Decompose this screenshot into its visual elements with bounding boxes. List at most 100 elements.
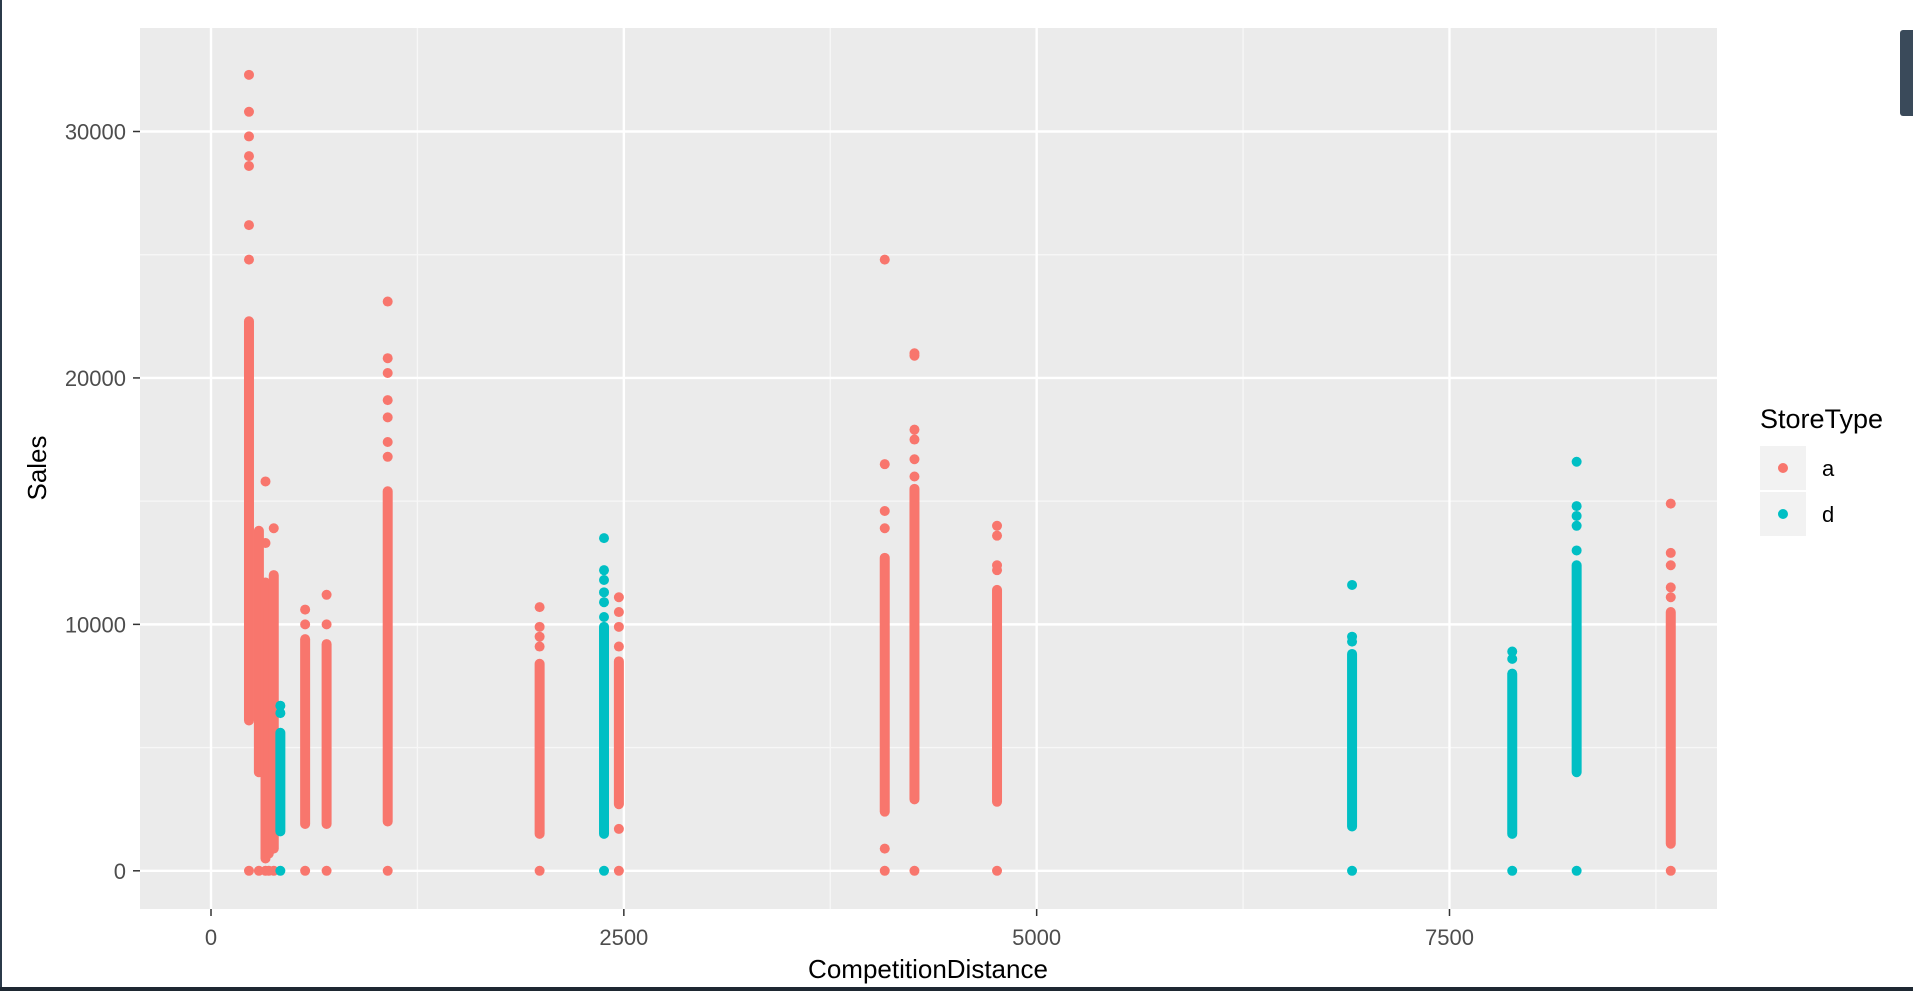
legend-title: StoreType bbox=[1760, 404, 1883, 434]
series-d bbox=[275, 456, 1582, 876]
data-point bbox=[1665, 498, 1676, 509]
data-point bbox=[1507, 646, 1518, 657]
data-point bbox=[243, 151, 254, 162]
data-point bbox=[879, 843, 890, 854]
x-tick-label: 5000 bbox=[1012, 925, 1061, 950]
data-point bbox=[1571, 510, 1582, 521]
data-point bbox=[613, 607, 624, 618]
grid-minor bbox=[140, 28, 1717, 909]
data-point bbox=[243, 69, 254, 80]
data-point bbox=[1571, 501, 1582, 512]
data-point bbox=[992, 560, 1003, 571]
data-point bbox=[321, 589, 332, 600]
data-point bbox=[534, 621, 545, 632]
data-point bbox=[879, 523, 890, 534]
data-point bbox=[1665, 560, 1676, 571]
y-tick-label: 10000 bbox=[65, 612, 126, 637]
data-point bbox=[1665, 865, 1676, 876]
data-point bbox=[300, 619, 311, 630]
x-tick-label: 0 bbox=[205, 925, 217, 950]
y-axis-title: Sales bbox=[22, 435, 52, 500]
data-point bbox=[599, 533, 610, 544]
data-point bbox=[1347, 579, 1358, 590]
data-points bbox=[243, 69, 1676, 876]
data-point bbox=[243, 254, 254, 265]
data-point bbox=[382, 451, 393, 462]
data-point bbox=[382, 437, 393, 448]
y-tick-label: 20000 bbox=[65, 366, 126, 391]
plot-panel bbox=[140, 28, 1717, 909]
y-axis-ticks: 0 10000 20000 30000 bbox=[65, 120, 140, 884]
data-point bbox=[382, 395, 393, 406]
data-point bbox=[992, 520, 1003, 531]
data-point bbox=[1347, 865, 1358, 876]
data-point bbox=[300, 865, 311, 876]
data-point bbox=[599, 611, 610, 622]
data-point bbox=[1665, 592, 1676, 603]
legend-key-a bbox=[1778, 463, 1788, 473]
data-point bbox=[1665, 582, 1676, 593]
data-point bbox=[1665, 547, 1676, 558]
data-point bbox=[613, 823, 624, 834]
data-point bbox=[275, 700, 286, 711]
data-point bbox=[243, 161, 254, 172]
legend-label-a: a bbox=[1822, 456, 1835, 481]
data-point bbox=[260, 476, 271, 487]
data-point bbox=[599, 575, 610, 586]
data-point bbox=[534, 602, 545, 613]
data-point bbox=[909, 865, 920, 876]
series-a bbox=[243, 69, 1676, 876]
data-point bbox=[534, 631, 545, 642]
data-point bbox=[382, 296, 393, 307]
window-resize-handle[interactable] bbox=[1900, 30, 1913, 116]
data-point bbox=[534, 641, 545, 652]
data-point bbox=[1571, 520, 1582, 531]
data-point bbox=[243, 865, 254, 876]
data-point bbox=[879, 865, 890, 876]
data-point bbox=[599, 597, 610, 608]
data-point bbox=[1507, 865, 1518, 876]
data-point bbox=[382, 353, 393, 364]
x-tick-label: 7500 bbox=[1425, 925, 1474, 950]
data-point bbox=[613, 865, 624, 876]
x-tick-label: 2500 bbox=[599, 925, 648, 950]
y-tick-label: 30000 bbox=[65, 120, 126, 145]
data-point bbox=[599, 565, 610, 576]
data-point bbox=[599, 587, 610, 598]
data-point bbox=[909, 348, 920, 359]
data-point bbox=[382, 368, 393, 379]
window-bottom-edge bbox=[0, 987, 1913, 991]
data-point bbox=[243, 220, 254, 231]
data-point bbox=[879, 459, 890, 470]
data-point bbox=[300, 604, 311, 615]
data-point bbox=[909, 434, 920, 445]
data-point bbox=[243, 131, 254, 142]
data-point bbox=[909, 471, 920, 482]
data-point bbox=[909, 424, 920, 435]
data-point bbox=[260, 538, 271, 549]
legend: StoreType a d bbox=[1760, 404, 1883, 536]
data-point bbox=[382, 865, 393, 876]
legend-key-d bbox=[1778, 509, 1788, 519]
data-point bbox=[275, 865, 286, 876]
data-point bbox=[275, 708, 286, 719]
data-point bbox=[909, 454, 920, 465]
data-point bbox=[321, 619, 332, 630]
data-point bbox=[1571, 865, 1582, 876]
data-point bbox=[243, 106, 254, 117]
data-point bbox=[1507, 653, 1518, 664]
data-point bbox=[613, 621, 624, 632]
data-point bbox=[599, 865, 610, 876]
data-point bbox=[321, 865, 332, 876]
data-point bbox=[879, 254, 890, 265]
y-tick-label: 0 bbox=[114, 859, 126, 884]
window-left-edge bbox=[0, 0, 2, 991]
legend-label-d: d bbox=[1822, 502, 1834, 527]
data-point bbox=[1347, 631, 1358, 642]
data-point bbox=[613, 592, 624, 603]
data-point bbox=[613, 641, 624, 652]
data-point bbox=[1571, 456, 1582, 467]
data-point bbox=[992, 865, 1003, 876]
data-point bbox=[992, 530, 1003, 541]
